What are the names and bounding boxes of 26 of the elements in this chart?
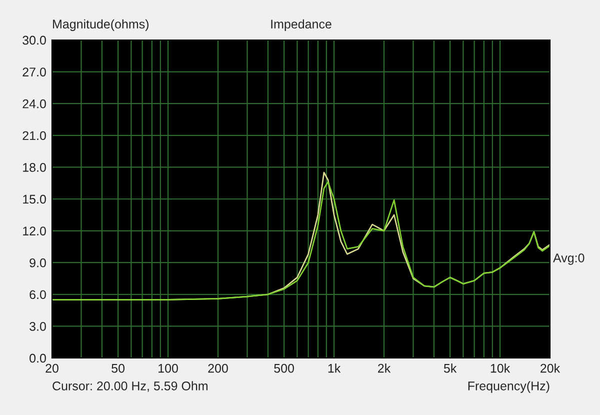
y-tick-label: 12.0 — [23, 226, 46, 236]
x-tick-label: 20k — [540, 364, 560, 373]
y-tick-label: 15.0 — [23, 194, 46, 204]
x-tick-label: 5k — [444, 364, 457, 373]
x-tick-label: 10k — [490, 364, 510, 373]
y-tick-label: 30.0 — [22, 36, 46, 45]
y-tick-label: 6.0 — [30, 290, 46, 300]
x-tick-label: 20 — [46, 364, 58, 373]
chart-title: Impedance — [271, 19, 332, 31]
x-tick-label: 2k — [378, 364, 391, 373]
y-tick-label: 21.0 — [22, 131, 46, 140]
y-tick-label: 3.0 — [30, 322, 46, 331]
x-tick-label: 50 — [112, 364, 125, 373]
y-tick-label: 0.0 — [30, 354, 46, 363]
text: Avg:0 — [553, 254, 584, 265]
y-axis-title: Magnitude(ohms) — [53, 19, 148, 31]
y-tick-label: 27.0 — [22, 68, 46, 76]
x-tick-label: 200 — [208, 364, 228, 373]
text: Cursor: 20.00 Hz, 5.59 Ohm — [52, 381, 208, 392]
x-tick-label: 1k — [328, 364, 341, 373]
y-tick-label: 18.0 — [23, 163, 46, 172]
y-tick-label: 9.0 — [30, 258, 46, 268]
x-tick-label: 500 — [274, 364, 294, 373]
x-tick-label: 100 — [158, 364, 178, 373]
y-tick-label: 24.0 — [22, 99, 46, 108]
x-axis-title: Frequency(Hz) — [468, 381, 550, 393]
